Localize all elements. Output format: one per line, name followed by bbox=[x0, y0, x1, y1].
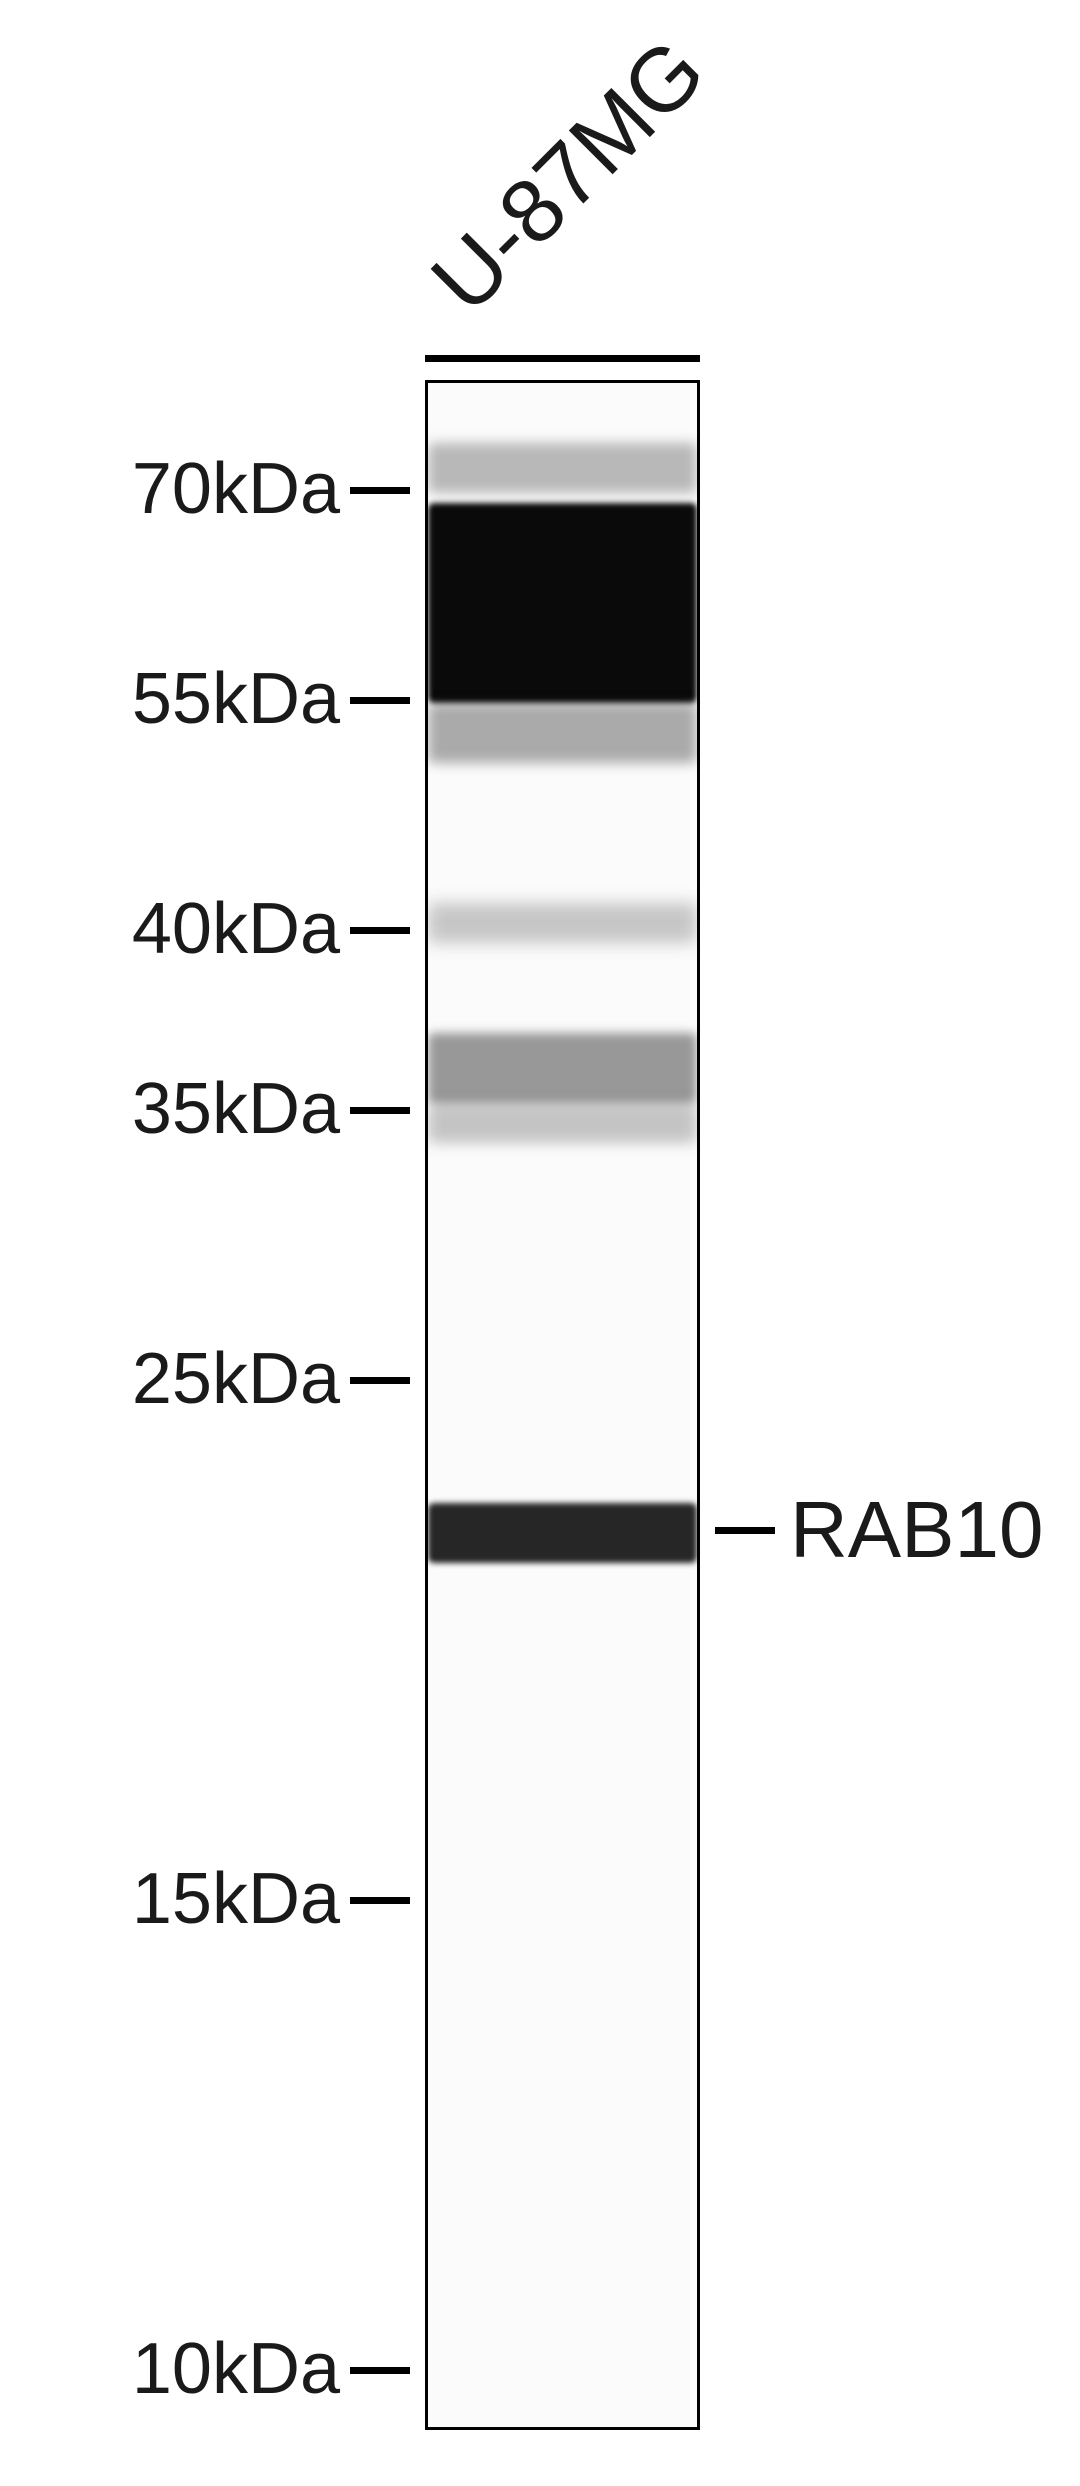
blot-band bbox=[428, 503, 697, 703]
blot-band bbox=[428, 1033, 697, 1103]
ladder-marker-label: 35kDa bbox=[132, 1068, 340, 1150]
blot-band bbox=[428, 443, 697, 493]
ladder-marker-label: 15kDa bbox=[132, 1858, 340, 1940]
blot-band bbox=[428, 1103, 697, 1143]
ladder-marker-label: 25kDa bbox=[132, 1338, 340, 1420]
target-tick bbox=[715, 1527, 775, 1534]
sample-underline bbox=[425, 355, 700, 362]
blot-lane bbox=[425, 380, 700, 2430]
target-label: RAB10 bbox=[790, 1484, 1043, 1576]
ladder-marker-label: 40kDa bbox=[132, 888, 340, 970]
ladder-marker-tick bbox=[350, 2367, 410, 2374]
ladder-marker-label: 10kDa bbox=[132, 2328, 340, 2410]
ladder-marker-tick bbox=[350, 487, 410, 494]
sample-label: U-87MG bbox=[412, 20, 725, 333]
ladder-marker-tick bbox=[350, 697, 410, 704]
ladder-marker-tick bbox=[350, 1897, 410, 1904]
blot-band bbox=[428, 703, 697, 763]
ladder-marker-label: 70kDa bbox=[132, 448, 340, 530]
blot-band bbox=[428, 1503, 697, 1563]
ladder-marker-tick bbox=[350, 927, 410, 934]
ladder-marker-tick bbox=[350, 1107, 410, 1114]
ladder-marker-tick bbox=[350, 1377, 410, 1384]
ladder-marker-label: 55kDa bbox=[132, 658, 340, 740]
blot-band bbox=[428, 903, 697, 943]
